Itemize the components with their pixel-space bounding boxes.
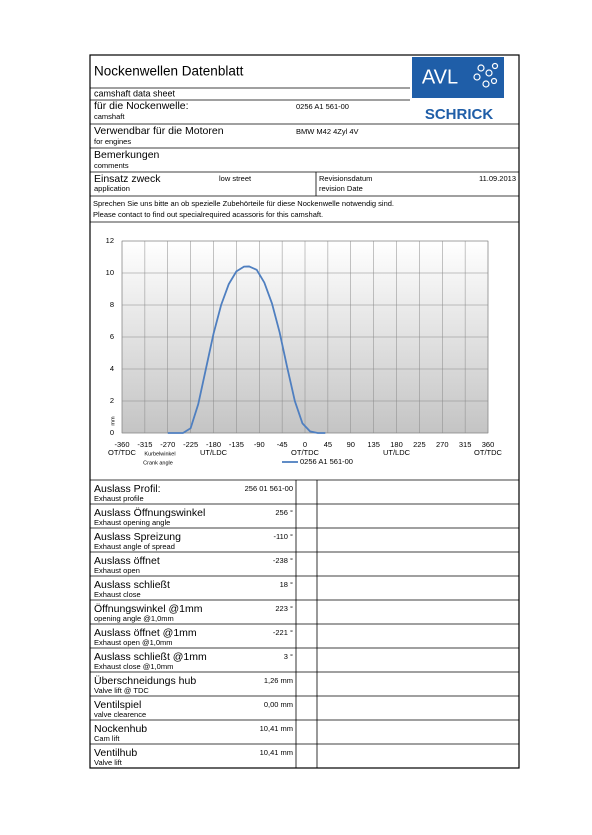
logo-schrick: SCHRICK	[425, 106, 494, 123]
row-label-de: Auslass Profil:	[94, 483, 161, 495]
row-label-de: Öffnungswinkel @1mm	[94, 603, 203, 615]
series-line	[167, 265, 326, 434]
row-label-en: Exhaust open	[94, 566, 140, 575]
value: BMW M42 4Zyl 4V	[296, 127, 359, 136]
row-label-en: Valve lift @ TDC	[94, 686, 149, 695]
x-tick-label: 315	[459, 440, 472, 449]
row-value: 10,41 mm	[260, 748, 293, 757]
subtitle: camshaft data sheet	[94, 88, 176, 98]
row-label-en: Exhaust close @1,0mm	[94, 662, 173, 671]
label-en: revision Date	[319, 184, 363, 193]
label-en: camshaft	[94, 112, 125, 121]
label-de: für die Nockenwelle:	[94, 100, 189, 112]
label-en: for engines	[94, 137, 131, 146]
row-value: 256 01 561-00	[245, 484, 293, 493]
row-label-de: Auslass schließt	[94, 579, 170, 591]
logo-avl: AVL	[422, 66, 458, 88]
row-label-en: Exhaust open @1,0mm	[94, 638, 173, 647]
row-label-de: Ventilhub	[94, 747, 137, 759]
row-label-de: Auslass Öffnungswinkel	[94, 507, 205, 519]
row-label-en: Exhaust profile	[94, 494, 144, 503]
x-tick-label: 0	[303, 440, 307, 449]
y-tick-label: 12	[106, 236, 114, 245]
row-value: 223 °	[275, 604, 293, 613]
x-tick-label: -360	[114, 440, 129, 449]
x-axis-label: Kurbelwinkel	[144, 451, 175, 457]
x-tick-label: 90	[347, 440, 355, 449]
value: low street	[219, 174, 252, 183]
x-axis-label: Crank angle	[143, 460, 173, 466]
x-tick-label: 135	[367, 440, 380, 449]
logo-icon	[473, 62, 499, 88]
label-en: application	[94, 184, 130, 193]
x-tick-label: -45	[277, 440, 288, 449]
label-de: Einsatz zweck	[94, 173, 161, 185]
x-annotation: OT/TDC	[108, 448, 136, 457]
row-value: 3 °	[284, 652, 293, 661]
row-value: -238 °	[273, 556, 293, 565]
x-tick-label: 45	[324, 440, 332, 449]
x-annotation: OT/TDC	[474, 448, 502, 457]
note: Sprechen Sie uns bitte an ob spezielle Z…	[93, 199, 394, 208]
y-axis-label: mm	[110, 416, 116, 426]
row-value: 0,00 mm	[264, 700, 293, 709]
row-label-de: Auslass schließt @1mm	[94, 651, 207, 663]
x-tick-label: -315	[137, 440, 152, 449]
value: 11.09.2013	[479, 174, 516, 183]
logo-box	[412, 57, 504, 98]
x-annotation: OT/TDC	[291, 448, 319, 457]
x-annotation: UT/LDC	[383, 448, 411, 457]
row-label-en: valve clearence	[94, 710, 146, 719]
label-de: Revisionsdatum	[319, 174, 372, 183]
row-value: 18 °	[280, 580, 293, 589]
row-label-de: Auslass öffnet @1mm	[94, 627, 197, 639]
row-label-en: Exhaust angle of spread	[94, 542, 175, 551]
x-tick-label: 225	[413, 440, 426, 449]
row-label-en: opening angle @1,0mm	[94, 614, 174, 623]
note: Please contact to find out specialrequir…	[93, 210, 323, 219]
x-tick-label: -90	[254, 440, 265, 449]
x-tick-label: -135	[229, 440, 244, 449]
y-tick-label: 8	[110, 300, 114, 309]
x-tick-label: -180	[206, 440, 221, 449]
label-en: comments	[94, 161, 129, 170]
page-border	[89, 54, 520, 769]
legend-label: 0256 A1 561-00	[300, 457, 353, 466]
y-tick-label: 6	[110, 332, 114, 341]
row-label-en: Valve lift	[94, 758, 123, 767]
row-label-en: Cam lift	[94, 734, 120, 743]
row-label-en: Exhaust opening angle	[94, 518, 170, 527]
row-label-de: Auslass Spreizung	[94, 531, 181, 543]
title: Nockenwellen Datenblatt	[94, 64, 244, 79]
x-tick-label: 360	[482, 440, 495, 449]
row-value: 1,26 mm	[264, 676, 293, 685]
x-tick-label: -270	[160, 440, 175, 449]
row-label-de: Auslass öffnet	[94, 555, 160, 567]
x-tick-label: -225	[183, 440, 198, 449]
value: 0256 A1 561-00	[296, 102, 349, 111]
row-value: 10,41 mm	[260, 724, 293, 733]
x-annotation: UT/LDC	[200, 448, 228, 457]
y-tick-label: 0	[110, 428, 114, 437]
label-de: Bemerkungen	[94, 149, 160, 161]
x-tick-label: 180	[390, 440, 403, 449]
y-tick-label: 4	[110, 364, 114, 373]
row-value: -221 °	[273, 628, 293, 637]
y-tick-label: 2	[110, 396, 114, 405]
row-label-de: Nockenhub	[94, 723, 147, 735]
row-label-de: Ventilspiel	[94, 699, 141, 711]
row-value: 256 °	[275, 508, 293, 517]
x-tick-label: 270	[436, 440, 449, 449]
row-value: -110 °	[273, 532, 293, 541]
row-label-en: Exhaust close	[94, 590, 141, 599]
y-tick-label: 10	[106, 268, 114, 277]
row-label-de: Überschneidungs hub	[94, 675, 196, 687]
label-de: Verwendbar für die Motoren	[94, 125, 224, 137]
